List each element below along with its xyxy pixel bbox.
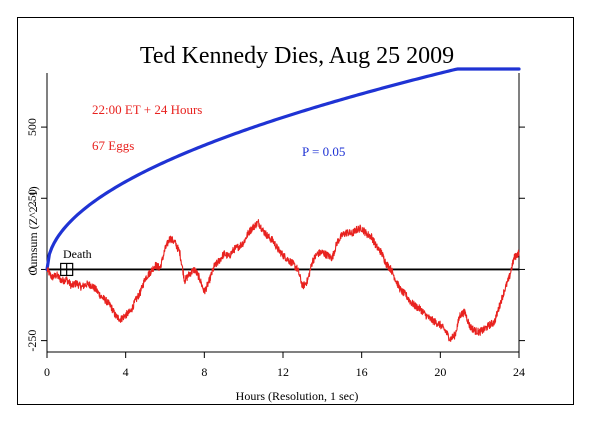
x-tick-label: 12 [277, 365, 289, 379]
chart-frame [17, 17, 574, 405]
y-tick-label: 500 [25, 118, 39, 136]
annotation-eggs: 67 Eggs [92, 138, 134, 153]
y-axis-label: Cumsum (Z^2 - 1) [26, 186, 40, 275]
x-tick-label: 4 [123, 365, 129, 379]
x-axis-label: Hours (Resolution, 1 sec) [236, 389, 359, 403]
x-tick-label: 24 [513, 365, 525, 379]
y-tick-label: 250 [25, 189, 39, 207]
chart-title: Ted Kennedy Dies, Aug 25 2009 [140, 43, 454, 69]
x-tick-label: 16 [356, 365, 368, 379]
annotation-time: 22:00 ET + 24 Hours [92, 102, 202, 117]
x-tick-label: 20 [434, 365, 446, 379]
y-tick-label: 0 [25, 266, 39, 272]
series-probability-envelope [45, 67, 521, 272]
y-tick-label: -250 [25, 330, 39, 352]
event-label: Death [63, 247, 92, 261]
annotation-probability: P = 0.05 [302, 144, 345, 159]
series-cumsum-line [46, 219, 520, 342]
x-tick-label: 8 [201, 365, 207, 379]
x-tick-label: 0 [44, 365, 50, 379]
